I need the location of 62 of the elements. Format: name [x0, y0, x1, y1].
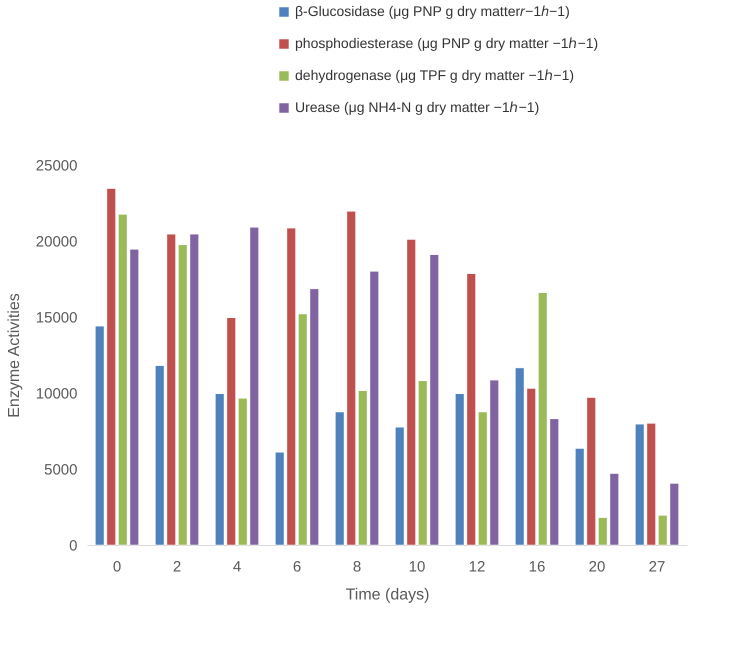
bar [610, 473, 619, 546]
bar [526, 388, 536, 546]
x-tick-label: 20 [588, 558, 606, 576]
x-tick-label: 0 [112, 558, 122, 576]
x-axis-title: Time (days) [346, 586, 430, 604]
bar [466, 273, 476, 546]
x-tick-label: 8 [352, 558, 362, 576]
x-tick-label: 27 [648, 558, 666, 576]
bar [455, 394, 464, 546]
x-tick-label: 2 [172, 558, 182, 576]
bar [178, 244, 188, 546]
bar [658, 515, 668, 546]
bar [538, 292, 548, 546]
x-tick-label: 4 [232, 558, 242, 576]
bar [430, 254, 439, 546]
bar [598, 517, 608, 546]
y-tick-label: 10000 [36, 386, 78, 402]
bar [130, 249, 139, 546]
bar [226, 318, 236, 546]
bar [646, 423, 656, 546]
bar [335, 412, 344, 546]
bar [490, 380, 499, 546]
bar [478, 412, 488, 546]
bar [190, 234, 199, 546]
legend-label: β-Glucosidase (μg PNP g dry matter𝑟−1ℎ−1) [295, 3, 570, 19]
bar [155, 365, 164, 546]
y-axis-title: Enzyme Activities [6, 293, 23, 418]
x-tick-label: 6 [292, 558, 302, 576]
bar [118, 214, 128, 546]
bar [670, 483, 679, 546]
y-tick-label: 0 [69, 538, 78, 554]
y-tick-label: 5000 [44, 462, 78, 478]
bar [166, 234, 176, 546]
bar [370, 271, 379, 546]
bar [250, 227, 259, 546]
bar [395, 426, 404, 546]
bar [95, 326, 104, 546]
bar [406, 239, 416, 546]
bar [215, 394, 224, 546]
bar [418, 380, 428, 546]
bar [238, 398, 248, 546]
legend-label: Urease (μg NH4-N g dry matter −1ℎ−1) [295, 99, 540, 115]
bar [550, 418, 559, 546]
bar [310, 288, 319, 546]
y-tick-label: 15000 [36, 310, 78, 326]
x-tick-label: 12 [468, 558, 486, 576]
x-tick-label: 10 [408, 558, 426, 576]
bar [358, 390, 368, 546]
bar [635, 424, 644, 546]
bar [298, 314, 308, 546]
x-tick-label: 16 [528, 558, 546, 576]
bar [586, 397, 596, 546]
bar [275, 452, 284, 546]
y-tick-label: 20000 [36, 234, 78, 250]
bar [346, 211, 356, 546]
legend-label: dehydrogenase (μg TPF g dry matter −1ℎ−1) [295, 67, 574, 83]
bar [106, 188, 116, 546]
y-tick-label: 25000 [36, 158, 78, 174]
bar [515, 368, 524, 546]
bar [575, 448, 584, 546]
legend-label: phosphodiesterase (μg PNP g dry matter −1ℎ−1) [295, 35, 598, 51]
bar [286, 228, 296, 546]
